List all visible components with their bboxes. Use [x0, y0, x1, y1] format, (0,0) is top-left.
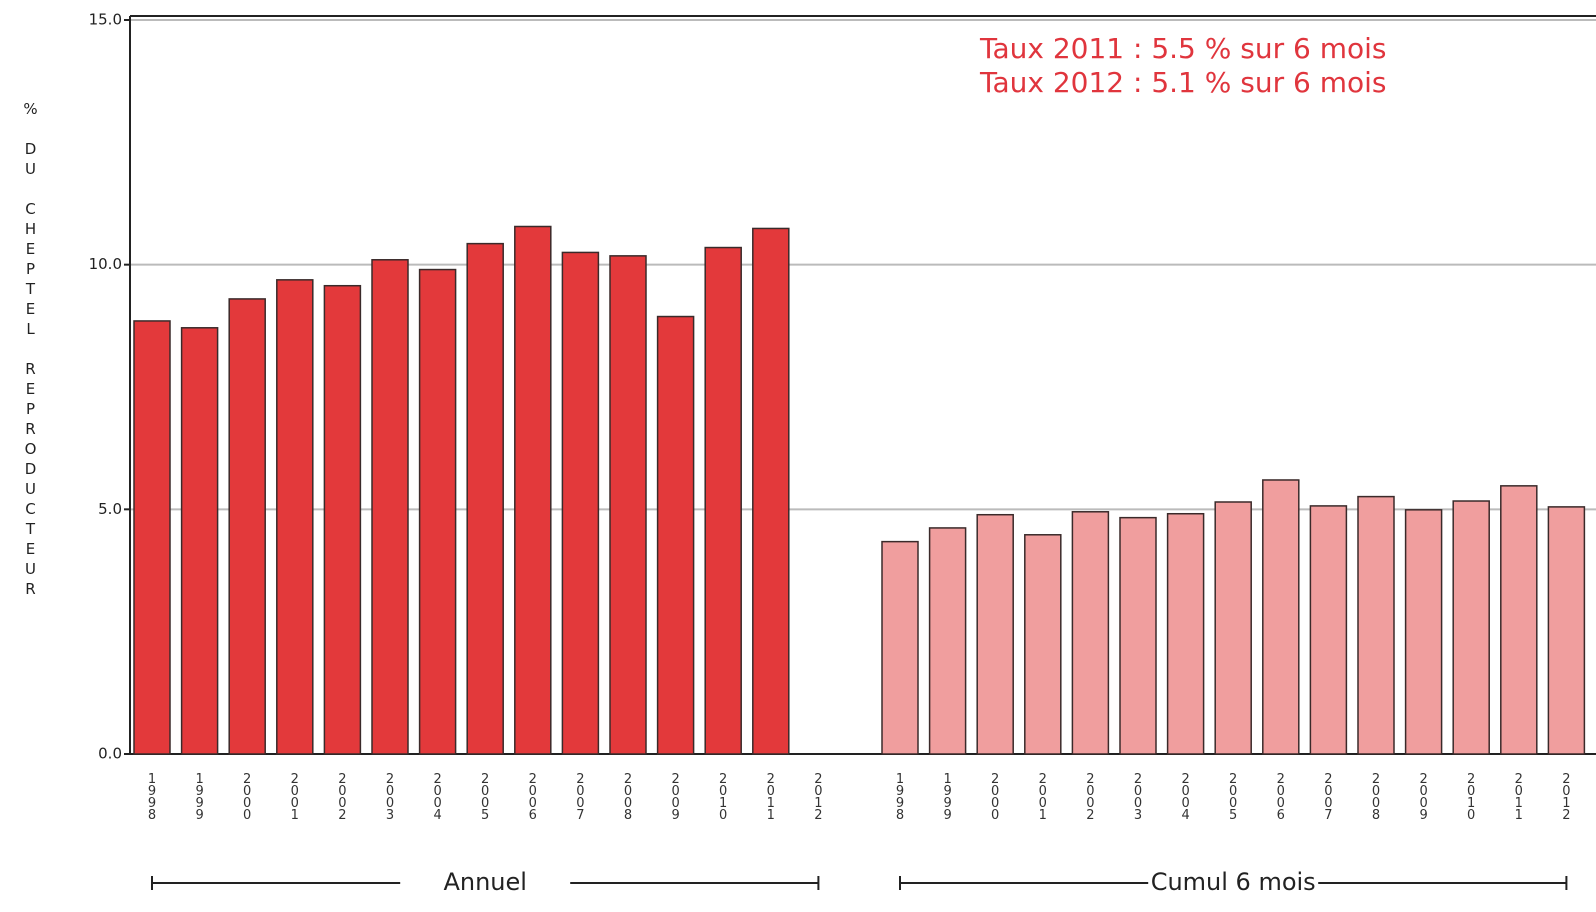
x-tick-label: 2012	[1559, 772, 1574, 820]
bar	[323, 284, 362, 755]
x-tick-label: 2004	[430, 772, 445, 820]
bar	[752, 227, 790, 755]
bar	[1404, 509, 1443, 755]
x-tick-label: 2010	[1464, 772, 1479, 820]
x-tick-label: 2010	[716, 772, 731, 820]
x-tick-label: 2006	[525, 772, 540, 820]
x-tick-label: 2012	[811, 772, 826, 820]
x-tick-label: 1998	[893, 772, 908, 820]
bar	[881, 540, 919, 755]
y-tick-label: 0.0	[98, 745, 122, 763]
x-tick-label: 1999	[192, 772, 207, 820]
x-tick-label: 2006	[1273, 772, 1288, 820]
x-tick-label: 2003	[1131, 772, 1146, 820]
bar	[1309, 505, 1348, 755]
x-tick-label: 2009	[1416, 772, 1431, 820]
x-tick-label: 2007	[573, 772, 588, 820]
bar	[1024, 534, 1062, 755]
bar	[466, 242, 504, 755]
bar	[1214, 501, 1252, 755]
x-tick-label: 2001	[287, 772, 302, 820]
bar	[133, 320, 171, 755]
x-tick-label: 2001	[1035, 772, 1050, 820]
bar	[276, 279, 314, 755]
bar	[656, 315, 695, 755]
bar	[561, 251, 600, 755]
x-tick-label: 2003	[383, 772, 398, 820]
x-tick-label: 2000	[240, 772, 255, 820]
annotation: Taux 2011 : 5.5 % sur 6 mois	[979, 32, 1387, 65]
bar	[1547, 506, 1586, 755]
x-tick-label: 2002	[335, 772, 350, 820]
bar	[371, 259, 409, 755]
x-tick-label: 1999	[940, 772, 955, 820]
bar	[928, 527, 967, 755]
bar	[418, 268, 457, 755]
y-tick-label: 15.0	[89, 11, 122, 29]
x-tick-label: 2007	[1321, 772, 1336, 820]
bar	[1262, 479, 1300, 755]
annotation: Taux 2012 : 5.1 % sur 6 mois	[979, 66, 1387, 99]
x-tick-label: 2002	[1083, 772, 1098, 820]
bar	[609, 255, 647, 755]
bar	[1500, 485, 1538, 755]
bar	[1071, 511, 1110, 755]
bar	[704, 246, 742, 755]
bar	[1357, 495, 1395, 755]
y-tick-label: 5.0	[98, 500, 122, 518]
x-tick-label: 2011	[1511, 772, 1526, 820]
bar	[1119, 516, 1157, 755]
group-label: Cumul 6 mois	[1151, 868, 1316, 896]
x-tick-label: 2000	[988, 772, 1003, 820]
bar	[514, 225, 552, 755]
group-label: Annuel	[443, 868, 526, 896]
x-tick-label: 2009	[668, 772, 683, 820]
bar	[180, 327, 219, 755]
y-tick-label: 10.0	[89, 255, 122, 273]
bar	[1166, 512, 1205, 755]
x-tick-label: 2008	[621, 772, 636, 820]
bar	[1452, 500, 1490, 755]
bar	[976, 513, 1014, 755]
bar	[228, 298, 266, 755]
x-tick-label: 2005	[478, 772, 493, 820]
x-tick-label: 2008	[1369, 772, 1384, 820]
y-axis-label: % DU CHEPTEL REPRODUCTEUR	[22, 100, 40, 600]
x-tick-label: 2004	[1178, 772, 1193, 820]
x-tick-label: 2011	[763, 772, 778, 820]
x-tick-label: 1998	[145, 772, 160, 820]
x-tick-label: 2005	[1226, 772, 1241, 820]
